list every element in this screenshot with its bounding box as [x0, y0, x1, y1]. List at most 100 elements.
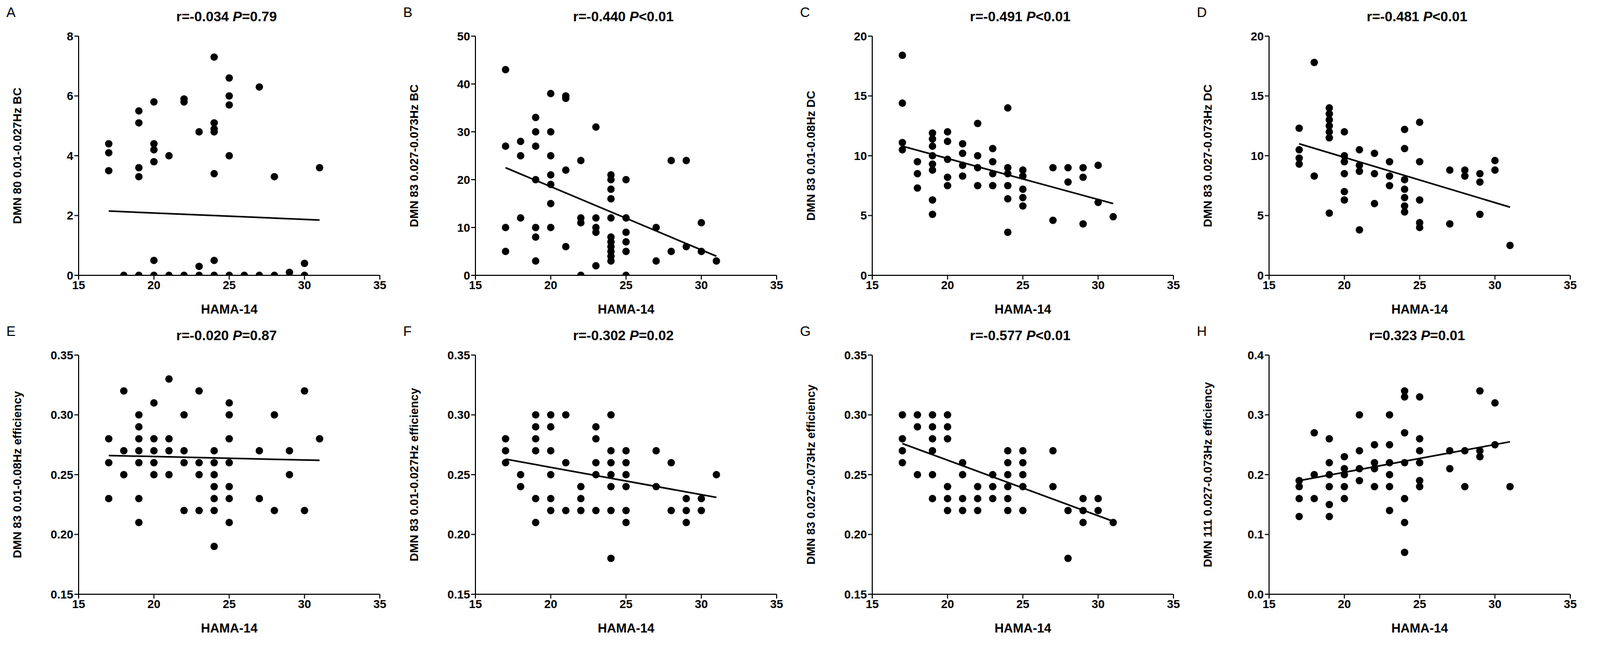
- svg-text:0: 0: [463, 268, 471, 283]
- svg-text:15: 15: [1250, 89, 1264, 103]
- svg-text:30: 30: [1091, 597, 1105, 611]
- svg-text:0.35: 0.35: [50, 348, 74, 362]
- svg-text:25: 25: [619, 597, 633, 611]
- svg-text:15: 15: [1262, 278, 1276, 292]
- svg-text:15: 15: [469, 278, 482, 292]
- svg-text:20: 20: [1250, 29, 1264, 44]
- svg-text:15: 15: [865, 278, 879, 292]
- svg-text:15: 15: [469, 597, 482, 611]
- html-text:r=-0.440 P <0.01: r=-0.440 P <0.01: [573, 8, 674, 25]
- svg-text:35: 35: [770, 278, 784, 292]
- svg-text:4: 4: [66, 149, 74, 163]
- svg-text:0.35: 0.35: [844, 348, 867, 362]
- svg-text:0.20: 0.20: [844, 527, 867, 541]
- svg-text:35: 35: [1563, 278, 1577, 292]
- svg-text:0.30: 0.30: [447, 407, 471, 422]
- svg-text:20: 20: [147, 278, 161, 292]
- svg-text:35: 35: [373, 597, 387, 611]
- svg-text:15: 15: [72, 597, 85, 611]
- svg-text:0.2: 0.2: [1247, 467, 1264, 482]
- svg-text:10: 10: [457, 220, 471, 235]
- svg-text:HAMA-14: HAMA-14: [597, 301, 655, 317]
- svg-text:20: 20: [854, 29, 867, 44]
- svg-text:8: 8: [66, 29, 74, 44]
- svg-text:0: 0: [66, 268, 74, 283]
- svg-text:20: 20: [1338, 597, 1351, 611]
- svg-text:0.25: 0.25: [844, 467, 867, 482]
- svg-text:DMN 83 0.01-0.08Hz efficiency: DMN 83 0.01-0.08Hz efficiency: [10, 390, 24, 558]
- svg-text:0.15: 0.15: [447, 587, 471, 601]
- svg-text:0.0: 0.0: [1247, 587, 1264, 601]
- svg-text:0.30: 0.30: [50, 407, 74, 422]
- svg-text:30: 30: [694, 278, 708, 292]
- svg-text:DMN 80 0.01-0.027Hz BC: DMN 80 0.01-0.027Hz BC: [10, 87, 24, 225]
- svg-text:30: 30: [298, 278, 311, 292]
- svg-text:10: 10: [1250, 149, 1264, 163]
- svg-text:DMN 83 0.027-0.073Hz BC: DMN 83 0.027-0.073Hz BC: [407, 83, 421, 227]
- svg-text:0.1: 0.1: [1247, 527, 1264, 541]
- svg-text:0.25: 0.25: [50, 467, 74, 482]
- svg-text:DMN 83 0.027-0.073Hz efficienc: DMN 83 0.027-0.073Hz efficiency: [804, 384, 818, 565]
- svg-text:DMN 83 0.01-0.027Hz efficiency: DMN 83 0.01-0.027Hz efficiency: [407, 387, 421, 561]
- svg-text:0.3: 0.3: [1247, 407, 1264, 422]
- svg-text:20: 20: [544, 597, 558, 611]
- html-text:r=-0.034 P =0.79: r=-0.034 P =0.79: [176, 8, 277, 25]
- svg-text:25: 25: [222, 278, 236, 292]
- svg-text:25: 25: [619, 278, 633, 292]
- svg-text:0.20: 0.20: [447, 527, 471, 541]
- svg-text:HAMA-14: HAMA-14: [597, 620, 655, 635]
- svg-text:15: 15: [1262, 597, 1276, 611]
- svg-text:30: 30: [1488, 278, 1502, 292]
- svg-text:20: 20: [457, 173, 471, 187]
- svg-text:20: 20: [941, 597, 955, 611]
- svg-text:DMN 111 0.027-0.073Hz efficien: DMN 111 0.027-0.073Hz efficiency: [1201, 381, 1215, 567]
- svg-text:20: 20: [941, 278, 955, 292]
- svg-text:2: 2: [66, 208, 74, 223]
- svg-text:HAMA-14: HAMA-14: [200, 301, 258, 317]
- svg-text:20: 20: [544, 278, 558, 292]
- svg-text:25: 25: [1413, 278, 1426, 292]
- svg-text:6: 6: [66, 89, 74, 103]
- svg-text:5: 5: [1257, 208, 1264, 223]
- svg-text:DMN 83 0.027-0.073Hz DC: DMN 83 0.027-0.073Hz DC: [1201, 83, 1215, 227]
- svg-text:HAMA-14: HAMA-14: [200, 620, 258, 635]
- html-text:r=-0.491 P <0.01: r=-0.491 P <0.01: [969, 8, 1071, 25]
- svg-text:25: 25: [1016, 278, 1029, 292]
- svg-text:DMN 83 0.01-0.08Hz DC: DMN 83 0.01-0.08Hz DC: [804, 90, 818, 221]
- svg-text:0.25: 0.25: [447, 467, 471, 482]
- svg-text:35: 35: [770, 597, 784, 611]
- svg-text:10: 10: [854, 149, 867, 163]
- svg-text:HAMA-14: HAMA-14: [994, 301, 1052, 317]
- svg-text:0.35: 0.35: [447, 348, 471, 362]
- svg-text:0.15: 0.15: [844, 587, 867, 601]
- svg-text:0: 0: [1257, 268, 1264, 283]
- svg-text:0.20: 0.20: [50, 527, 74, 541]
- svg-text:30: 30: [694, 597, 708, 611]
- svg-text:15: 15: [854, 89, 867, 103]
- svg-text:25: 25: [1016, 597, 1029, 611]
- svg-text:30: 30: [1488, 597, 1502, 611]
- svg-text:20: 20: [147, 597, 161, 611]
- svg-text:HAMA-14: HAMA-14: [1391, 301, 1449, 317]
- svg-text:40: 40: [457, 77, 471, 91]
- svg-text:HAMA-14: HAMA-14: [1391, 620, 1449, 635]
- svg-text:0.30: 0.30: [844, 407, 867, 422]
- svg-text:35: 35: [1563, 597, 1577, 611]
- svg-text:30: 30: [1091, 278, 1105, 292]
- svg-text:30: 30: [298, 597, 311, 611]
- svg-text:0.4: 0.4: [1247, 348, 1264, 362]
- svg-text:15: 15: [72, 278, 85, 292]
- svg-text:20: 20: [1338, 278, 1351, 292]
- svg-text:50: 50: [457, 29, 471, 44]
- svg-text:35: 35: [1167, 278, 1180, 292]
- svg-text:15: 15: [865, 597, 879, 611]
- svg-text:0.15: 0.15: [50, 587, 74, 601]
- svg-text:35: 35: [373, 278, 387, 292]
- svg-text:25: 25: [222, 597, 236, 611]
- svg-text:HAMA-14: HAMA-14: [994, 620, 1052, 635]
- svg-text:35: 35: [1167, 597, 1180, 611]
- svg-text:5: 5: [860, 208, 867, 223]
- svg-text:0: 0: [860, 268, 867, 283]
- svg-text:25: 25: [1413, 597, 1426, 611]
- svg-text:30: 30: [457, 125, 471, 139]
